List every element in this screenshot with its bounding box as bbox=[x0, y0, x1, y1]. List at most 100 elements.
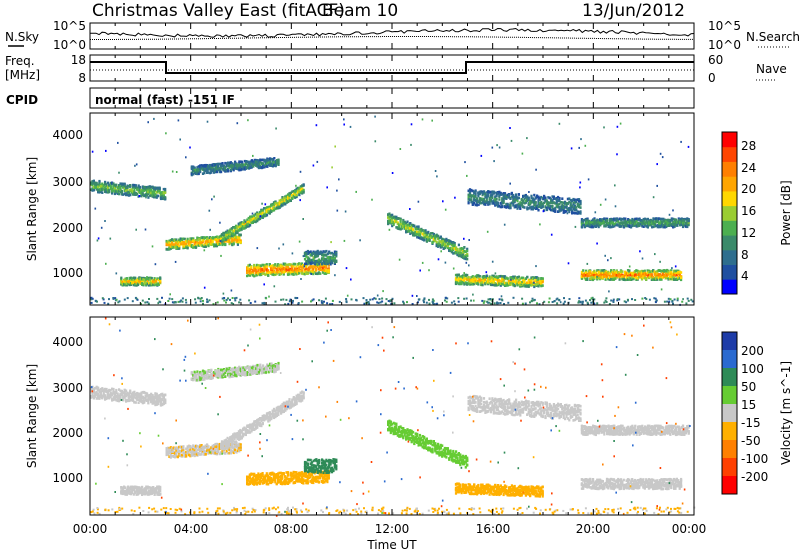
echo-cell bbox=[135, 184, 137, 187]
echo-cell bbox=[486, 275, 488, 278]
ground-scatter-cell bbox=[494, 302, 496, 304]
echo-cell bbox=[178, 247, 180, 250]
echo-cell bbox=[628, 269, 630, 272]
echo-cell bbox=[489, 203, 491, 206]
ground-scatter-cell bbox=[563, 303, 565, 305]
echo-cell bbox=[491, 197, 493, 200]
echo-cell bbox=[335, 253, 337, 256]
echo-cell bbox=[651, 273, 653, 276]
ground-scatter-cell bbox=[529, 301, 531, 303]
ground-scatter-cell bbox=[674, 299, 676, 301]
echo-cell bbox=[427, 231, 429, 234]
ground-scatter-cell bbox=[282, 299, 284, 301]
echo-cell bbox=[232, 233, 234, 236]
echo-cell bbox=[456, 248, 458, 251]
nsky-series bbox=[90, 29, 694, 38]
echo-cell bbox=[429, 239, 431, 242]
nsky-label: N.Sky bbox=[5, 30, 39, 44]
echo-cell bbox=[621, 270, 623, 273]
ground-scatter-cell bbox=[507, 302, 509, 304]
ground-scatter-cell bbox=[127, 297, 129, 299]
echo-cell bbox=[518, 197, 520, 200]
echo-cell bbox=[221, 162, 223, 165]
echo-cell bbox=[466, 255, 468, 258]
echo-cell bbox=[136, 193, 138, 196]
ground-scatter-cell bbox=[250, 302, 252, 304]
ground-scatter-cell bbox=[385, 303, 387, 305]
echo-cell bbox=[503, 200, 505, 203]
echo-cell bbox=[325, 265, 327, 268]
echo-cell bbox=[164, 191, 166, 194]
ground-scatter-cell bbox=[234, 299, 236, 301]
ground-scatter-cell bbox=[381, 298, 383, 300]
ground-scatter-cell bbox=[169, 298, 171, 300]
echo-cell bbox=[501, 206, 503, 209]
echo-cell bbox=[205, 245, 207, 248]
echo-cell bbox=[412, 228, 414, 231]
cpid-panel: CPID normal (fast) -151 IF bbox=[6, 88, 694, 108]
echo-cell bbox=[544, 197, 546, 200]
echo-cell bbox=[619, 278, 621, 281]
ground-scatter-cell bbox=[225, 302, 227, 304]
echo-cell bbox=[475, 190, 477, 193]
echo-cell bbox=[164, 196, 166, 199]
echo-cell bbox=[98, 180, 100, 183]
echo-cell bbox=[493, 192, 495, 195]
echo-cell bbox=[582, 269, 584, 272]
echo-cell bbox=[224, 243, 226, 246]
ground-scatter-cell bbox=[262, 302, 264, 304]
echo-cell bbox=[296, 194, 298, 197]
echo-cell bbox=[199, 171, 201, 174]
nsearch-tick-top: 10^5 bbox=[708, 19, 741, 33]
echo-cell bbox=[523, 206, 525, 209]
echo-cell bbox=[515, 193, 517, 196]
ground-scatter-cell bbox=[372, 298, 374, 300]
echo-cell bbox=[542, 205, 544, 208]
echo-cell bbox=[315, 268, 317, 271]
echo-cell bbox=[475, 193, 477, 196]
echo-cell bbox=[507, 277, 509, 280]
echo-cell bbox=[530, 195, 532, 198]
echo-cell bbox=[108, 191, 110, 194]
freq-series bbox=[90, 62, 694, 73]
ground-scatter-cell bbox=[525, 303, 527, 305]
echo-cell bbox=[479, 275, 481, 278]
ground-scatter-cell bbox=[227, 297, 229, 299]
ground-scatter-cell bbox=[363, 303, 365, 305]
echo-cell bbox=[266, 214, 268, 217]
echo-cell bbox=[157, 195, 159, 198]
echo-cell bbox=[187, 247, 189, 250]
echo-cell bbox=[164, 188, 166, 191]
ground-scatter-cell bbox=[666, 301, 668, 303]
echo-cell bbox=[240, 241, 242, 244]
echo-cell bbox=[463, 246, 465, 249]
echo-cell bbox=[518, 193, 520, 196]
freq-panel: Freq. [MHz] 18 8 60 0 Nave bbox=[5, 53, 787, 85]
cpid-label: CPID bbox=[6, 93, 38, 107]
echo-cell bbox=[267, 274, 269, 277]
ground-scatter-cell bbox=[536, 302, 538, 304]
ground-scatter-cell bbox=[179, 301, 181, 303]
echo-cell bbox=[526, 276, 528, 279]
echo-cell bbox=[305, 263, 307, 266]
echo-cell bbox=[137, 284, 139, 287]
echo-cell bbox=[579, 202, 581, 205]
echo-cell bbox=[220, 171, 222, 174]
freq-tick-top: 18 bbox=[71, 53, 86, 67]
echo-cell bbox=[238, 237, 240, 240]
ground-scatter-cell bbox=[238, 301, 240, 303]
echo-cell bbox=[423, 239, 425, 242]
ground-scatter-cell bbox=[596, 302, 598, 304]
echo-cell bbox=[458, 244, 460, 247]
echo-cell bbox=[328, 270, 330, 273]
ground-scatter-cell bbox=[446, 301, 448, 303]
freq-label: Freq. bbox=[5, 54, 35, 68]
echo-cell bbox=[466, 258, 468, 261]
ground-scatter-cell bbox=[513, 297, 515, 299]
echo-cell bbox=[419, 234, 421, 237]
ground-scatter-cell bbox=[582, 301, 584, 303]
freq-unit-label: [MHz] bbox=[5, 68, 40, 82]
nave-label: Nave bbox=[756, 62, 787, 76]
echo-cell bbox=[537, 209, 539, 212]
